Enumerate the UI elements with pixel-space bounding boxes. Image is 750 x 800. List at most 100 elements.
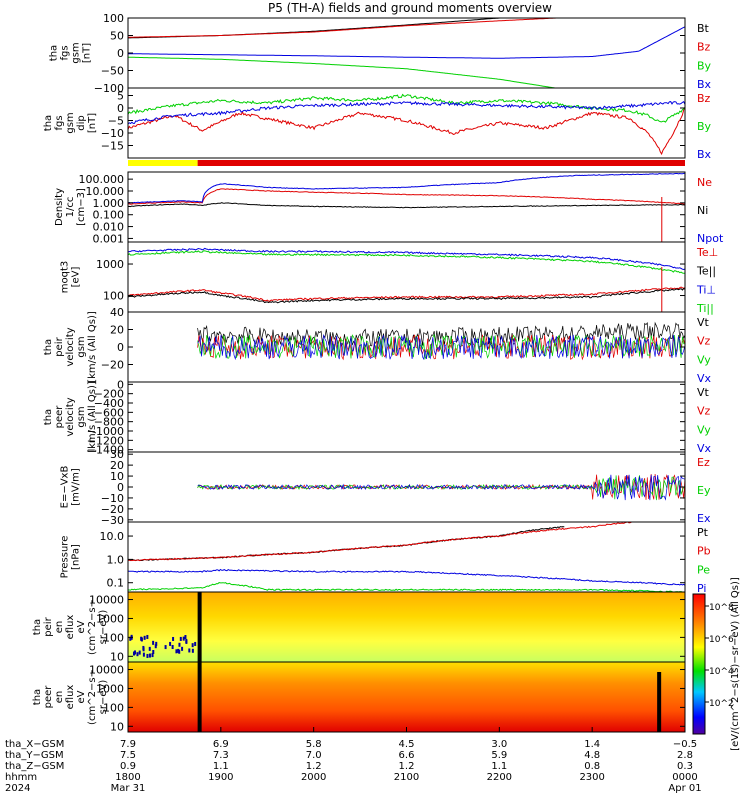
spectrogram-cell [154,644,157,649]
spectrogram-cell [142,652,145,657]
time-row-value: 1.2 [306,761,322,772]
series-line-Bz [127,17,685,38]
y-tick-label: 10 [110,650,124,663]
panel-9: 10000100010010thapeirenefluxeV(cm^2−s−sr… [32,591,686,663]
y-axis-label-line: peir [54,336,65,356]
time-row-value: 7.5 [120,750,136,761]
legend-label: Te|| [696,265,716,278]
y-axis-label-line: peir [43,616,54,636]
y-tick-label: −30 [101,514,124,527]
y-tick-label: 0 [117,481,124,494]
time-row-value: 2100 [394,772,419,783]
y-tick-label: 0.100 [93,209,125,222]
y-axis-label-line: peer [43,685,54,709]
spectrogram-cell [164,645,167,650]
spectrogram-cell [142,647,145,652]
spectrogram-cell [182,636,185,641]
y-tick-label: 100 [103,290,124,303]
time-row-value: 0.9 [120,761,136,772]
spectrogram-cell [171,645,174,650]
y-tick-label: 1000 [96,612,124,625]
legend-label: Ti⊥ [696,283,716,296]
state-bar-yellow [128,160,198,166]
y-axis-label-line: (cm^2−s− [87,599,98,655]
time-row-value: 2300 [579,772,604,783]
y-axis-label-line: gsm [71,42,82,63]
series-line-By [128,56,556,89]
colorbar: 10^8 10^6 10^4 10^2[eV/(cm^2−s(1s)−sr−eV) (… [692,577,741,751]
time-row-value: 5.8 [306,739,322,750]
time-row-value: −0.5 [673,739,697,750]
time-row-value: 0000 [672,772,697,783]
y-tick-label: −1000 [87,425,124,438]
panels: 100500−50−100thafgsgsm[nT]BtBzByBx50−5−1… [32,12,741,751]
time-row-label: 2024 [5,783,30,794]
y-tick-label: 10 [110,470,124,483]
y-axis-label-line: [km/s (All Qs)] [87,381,98,453]
time-row-value: 2000 [301,772,326,783]
spectrogram-cell [188,648,191,653]
spectrogram-cell [138,650,141,655]
y-axis-label-line: [km/s (All Qs)] [87,311,98,383]
spectrogram-cell [140,636,143,641]
y-axis-label: thapeerenefluxeV(cm^2−s−sr−eV) [32,669,109,725]
time-row-value: 1.1 [491,761,507,772]
y-axis-label-line: [nT] [82,43,93,63]
y-axis-label-line: fgs [60,45,71,60]
legend-label: Ne [697,176,712,189]
y-tick-label: −600 [94,406,124,419]
y-axis-label-line: tha [32,689,43,705]
spectrogram-cell [146,653,149,658]
legend-label: By [697,59,712,72]
y-tick-label: 20 [110,324,124,337]
y-axis-label: moqt3[eV] [60,261,82,294]
y-axis-label-line: [cm−3] [76,188,87,226]
legend-label: Vx [697,442,712,455]
series-line-Bt [127,17,528,39]
y-axis-label-line: tha [32,619,43,635]
panel-10: 10000100010010thapeerenefluxeV(cm^2−s−sr… [32,661,686,733]
time-row-value: 1.4 [584,739,600,750]
legend-label: Pt [697,526,709,539]
y-tick-label: 0 [117,341,124,354]
y-axis-label-line: [nT] [87,113,98,133]
colorbar-tick-label: 10^2 [709,699,734,709]
y-tick-label: −20 [101,359,124,372]
time-row-value: 5.9 [491,750,507,761]
time-row-value: 2.8 [677,750,693,761]
panel-frame [127,17,686,89]
y-tick-label: 100 [103,12,124,25]
y-tick-label: −400 [94,397,124,410]
series-line-Ne [127,188,686,205]
y-tick-label: −200 [94,388,124,401]
y-axis-label: Density1/cc[cm−3] [54,188,87,226]
time-row-value: 1.1 [213,761,229,772]
time-row-label: tha_Y−GSM [5,750,64,761]
y-axis-label-line: fgs [54,115,65,130]
y-axis-label: thapeirenefluxeV(cm^2−s−sr−eV) [32,599,109,655]
spectrogram-cell [152,649,155,654]
y-axis-label-line: peer [54,405,65,429]
y-tick-label: 100.000 [79,173,125,186]
series-line-Pi [127,568,686,586]
y-tick-label: 10000 [89,664,124,677]
series-line-Te|| [127,287,686,304]
time-row-label: tha_Z−GSM [5,761,64,772]
legend-label: Ni [697,204,708,217]
y-tick-label: 100 [103,701,124,714]
series-line-Pb [127,521,685,562]
spectrogram-cell [177,648,180,653]
y-axis-label-line: eflux [65,615,76,640]
y-tick-label: −1400 [87,444,124,457]
spectrogram-cell [191,648,194,653]
y-axis-label-line: en [54,621,65,634]
y-tick-label: 0.1 [107,577,125,590]
y-axis-label-line: [eV] [71,267,82,288]
time-row-value: 2200 [487,772,512,783]
y-axis-label-line: eV [76,690,87,703]
y-axis-label-line: moqt3 [60,261,71,294]
y-axis-label-line: tha [43,339,54,355]
